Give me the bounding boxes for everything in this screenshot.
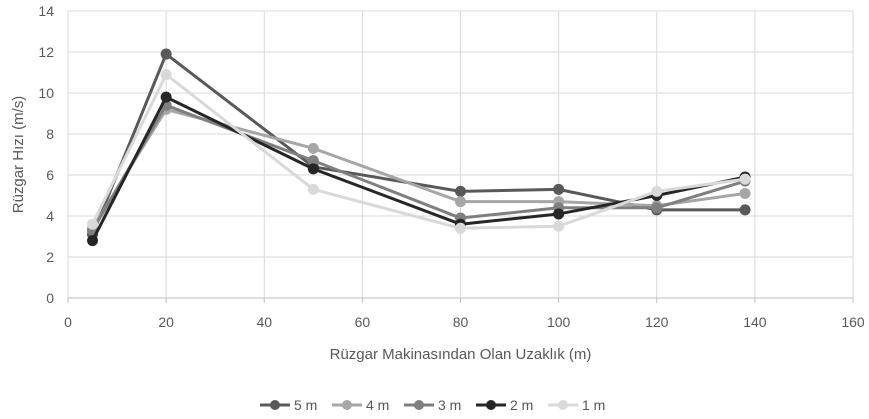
x-tick-label: 120 [645, 314, 669, 330]
y-axis-title: Rüzgar Hızı (m/s) [10, 96, 27, 214]
data-point [455, 222, 466, 234]
data-point [87, 235, 99, 247]
x-tick-label: 140 [743, 314, 767, 330]
legend-marker [270, 400, 280, 410]
series-line [91, 107, 746, 230]
legend-label: 4 m [366, 397, 389, 413]
legend-label: 3 m [438, 397, 461, 413]
y-tick-label: 2 [46, 249, 54, 265]
series-1-m [87, 69, 751, 234]
data-point [553, 220, 565, 232]
legend-item: 5 m [260, 397, 317, 413]
data-point [160, 48, 172, 60]
data-point [651, 185, 663, 197]
y-tick-label: 4 [46, 208, 54, 224]
legend-marker [486, 400, 496, 410]
legend-label: 1 m [582, 397, 605, 413]
series-5-m [87, 48, 751, 240]
data-point [739, 204, 751, 216]
data-point [455, 196, 466, 208]
y-tick-label: 10 [38, 85, 54, 101]
data-point [160, 69, 172, 81]
data-point [307, 183, 319, 195]
legend-label: 2 m [510, 397, 533, 413]
y-tick-label: 8 [46, 126, 54, 142]
x-tick-label: 60 [355, 314, 371, 330]
x-axis-title: Rüzgar Makinasından Olan Uzaklık (m) [330, 346, 592, 363]
data-point [307, 163, 319, 175]
data-point [307, 155, 319, 167]
y-tick-label: 0 [46, 290, 54, 306]
series-4-m [87, 103, 751, 234]
series-line [91, 95, 746, 242]
x-tick-label: 40 [256, 314, 272, 330]
data-point [307, 142, 319, 154]
series-lines [87, 48, 751, 247]
x-tick-label: 160 [841, 314, 865, 330]
x-tick-label: 20 [158, 314, 174, 330]
legend-marker [342, 400, 352, 410]
legend-marker [558, 400, 568, 410]
data-point [739, 173, 751, 185]
data-point [455, 185, 466, 197]
series-3-m [87, 99, 751, 236]
data-point [651, 202, 663, 214]
y-tick-label: 12 [38, 44, 54, 60]
data-point [160, 91, 172, 103]
y-tick-label: 14 [38, 3, 54, 19]
data-point [739, 187, 751, 199]
legend-item: 3 m [404, 397, 461, 413]
legend-marker [414, 400, 424, 410]
legend: 5 m 4 m 3 m 2 m 1 m [260, 397, 605, 413]
x-tick-label: 80 [453, 314, 469, 330]
x-tick-label: 100 [547, 314, 571, 330]
series-line [91, 103, 746, 232]
x-tick-label: 0 [64, 314, 72, 330]
data-point [87, 218, 99, 230]
legend-item: 1 m [548, 397, 605, 413]
data-point [553, 208, 565, 220]
legend-item: 2 m [476, 397, 533, 413]
legend-label: 5 m [294, 397, 317, 413]
data-point [553, 183, 565, 195]
grid-lines [67, 10, 854, 299]
legend-item: 4 m [332, 397, 389, 413]
y-tick-label: 6 [46, 167, 54, 183]
